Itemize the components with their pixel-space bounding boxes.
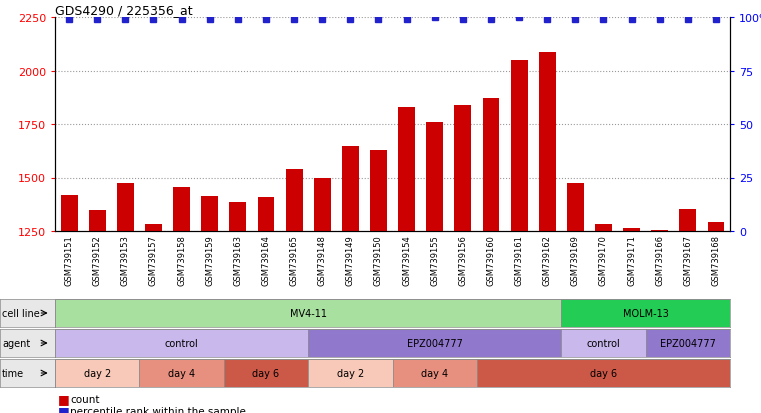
Bar: [562, 299, 730, 327]
Bar: [567, 183, 584, 231]
Bar: [61, 195, 78, 231]
Bar: [308, 359, 393, 387]
Text: day 4: day 4: [421, 368, 448, 378]
Text: time: time: [2, 368, 24, 378]
Text: EPZ004777: EPZ004777: [406, 338, 463, 348]
Text: day 2: day 2: [84, 368, 111, 378]
Bar: [257, 197, 275, 231]
Bar: [55, 359, 139, 387]
Bar: [539, 53, 556, 231]
Text: day 6: day 6: [590, 368, 617, 378]
Text: MOLM-13: MOLM-13: [622, 308, 669, 318]
Bar: [454, 105, 471, 231]
Bar: [224, 359, 308, 387]
Bar: [89, 210, 106, 231]
Text: day 6: day 6: [253, 368, 279, 378]
Bar: [595, 224, 612, 231]
Bar: [55, 329, 308, 357]
Bar: [342, 147, 358, 231]
Bar: [173, 188, 190, 231]
Bar: [426, 123, 443, 231]
Bar: [511, 61, 527, 231]
Text: agent: agent: [2, 338, 30, 348]
Text: cell line: cell line: [2, 308, 40, 318]
Bar: [314, 178, 330, 231]
Bar: [651, 230, 668, 231]
Bar: [145, 224, 162, 231]
Text: day 4: day 4: [168, 368, 195, 378]
Bar: [201, 196, 218, 231]
Bar: [370, 150, 387, 231]
Text: ■: ■: [58, 392, 70, 406]
Bar: [645, 329, 730, 357]
Bar: [308, 329, 562, 357]
Bar: [708, 223, 724, 231]
Bar: [393, 359, 477, 387]
Bar: [562, 329, 645, 357]
Text: EPZ004777: EPZ004777: [660, 338, 716, 348]
Bar: [229, 203, 247, 231]
Text: percentile rank within the sample: percentile rank within the sample: [70, 406, 246, 413]
Text: control: control: [164, 338, 199, 348]
Text: count: count: [70, 394, 100, 404]
Text: GDS4290 / 225356_at: GDS4290 / 225356_at: [55, 4, 193, 17]
Bar: [623, 228, 640, 231]
Bar: [477, 359, 730, 387]
Bar: [55, 299, 562, 327]
Text: control: control: [587, 338, 620, 348]
Bar: [482, 99, 499, 231]
Text: ■: ■: [58, 404, 70, 413]
Bar: [398, 108, 415, 231]
Bar: [680, 209, 696, 231]
Bar: [139, 359, 224, 387]
Text: day 2: day 2: [336, 368, 364, 378]
Text: MV4-11: MV4-11: [290, 308, 326, 318]
Bar: [285, 169, 303, 231]
Bar: [117, 183, 134, 231]
